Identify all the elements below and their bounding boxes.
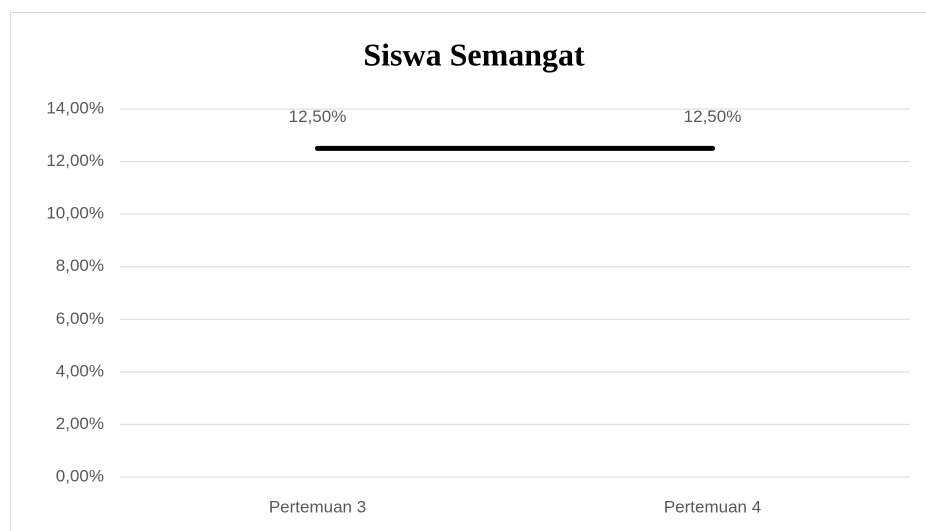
- x-tick-label: Pertemuan 3: [269, 497, 366, 516]
- data-label: 12,50%: [684, 107, 742, 126]
- y-tick-label: 6,00%: [56, 309, 104, 328]
- y-tick-label: 4,00%: [56, 361, 104, 380]
- chart-frame: [10, 12, 926, 531]
- y-tick-label: 0,00%: [56, 466, 104, 485]
- y-tick-label: 10,00%: [46, 204, 104, 223]
- y-tick-label: 14,00%: [46, 98, 104, 117]
- y-tick-label: 2,00%: [56, 414, 104, 433]
- y-tick-label: 12,00%: [46, 151, 104, 170]
- x-tick-label: Pertemuan 4: [664, 497, 761, 516]
- y-tick-label: 8,00%: [56, 256, 104, 275]
- chart-title: Siswa Semangat: [363, 36, 585, 72]
- data-label: 12,50%: [289, 107, 347, 126]
